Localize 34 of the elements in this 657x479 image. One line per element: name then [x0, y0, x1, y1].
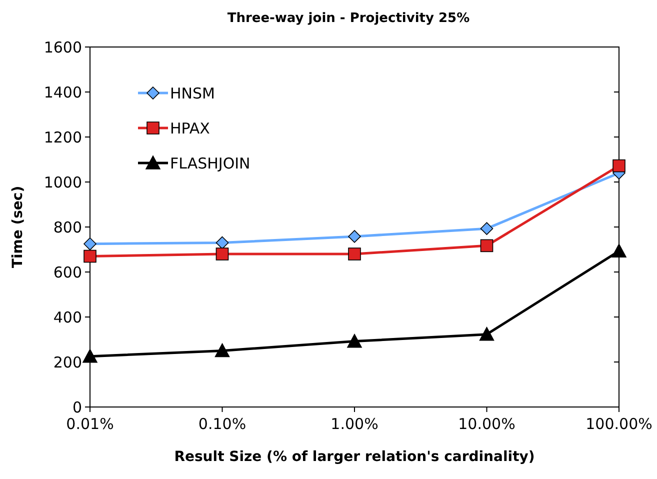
y-tick-label: 1200 [44, 128, 82, 146]
point [214, 343, 230, 358]
x-tick-label: 1.00% [330, 415, 378, 433]
legend-label: FLASHJOIN [170, 154, 250, 172]
chart-title: Three-way join - Projectivity 25% [227, 11, 470, 26]
x-tick-label: 0.01% [66, 415, 114, 433]
y-axis-title: Time (sec) [10, 186, 26, 268]
point [84, 250, 96, 263]
x-tick-label: 10.00% [458, 415, 516, 433]
y-tick-label: 1400 [44, 83, 82, 102]
legend-label: HPAX [170, 119, 210, 138]
point [479, 326, 494, 341]
y-tick-label: 400 [53, 308, 82, 326]
legend-label: HNSM [170, 84, 215, 102]
point [480, 222, 494, 235]
point [216, 236, 229, 250]
x-tick-label: 100.00% [586, 415, 652, 433]
y-tick-label: 1600 [44, 38, 82, 56]
point [348, 248, 361, 260]
y-tick-label: 200 [53, 353, 82, 372]
y-tick-label: 1000 [44, 173, 82, 192]
point [347, 334, 362, 348]
x-axis-title: Result Size (% of larger relation's cardinality) [174, 449, 535, 465]
y-tick-label: 600 [53, 263, 82, 282]
point [82, 348, 98, 363]
x-tick-label: 0.10% [198, 415, 246, 433]
point [480, 239, 494, 252]
y-tick-label: 0 [72, 398, 82, 416]
point [216, 248, 229, 260]
point [348, 230, 361, 243]
point [612, 159, 626, 172]
y-tick-label: 800 [53, 218, 82, 236]
point [84, 237, 96, 250]
point [612, 244, 626, 258]
